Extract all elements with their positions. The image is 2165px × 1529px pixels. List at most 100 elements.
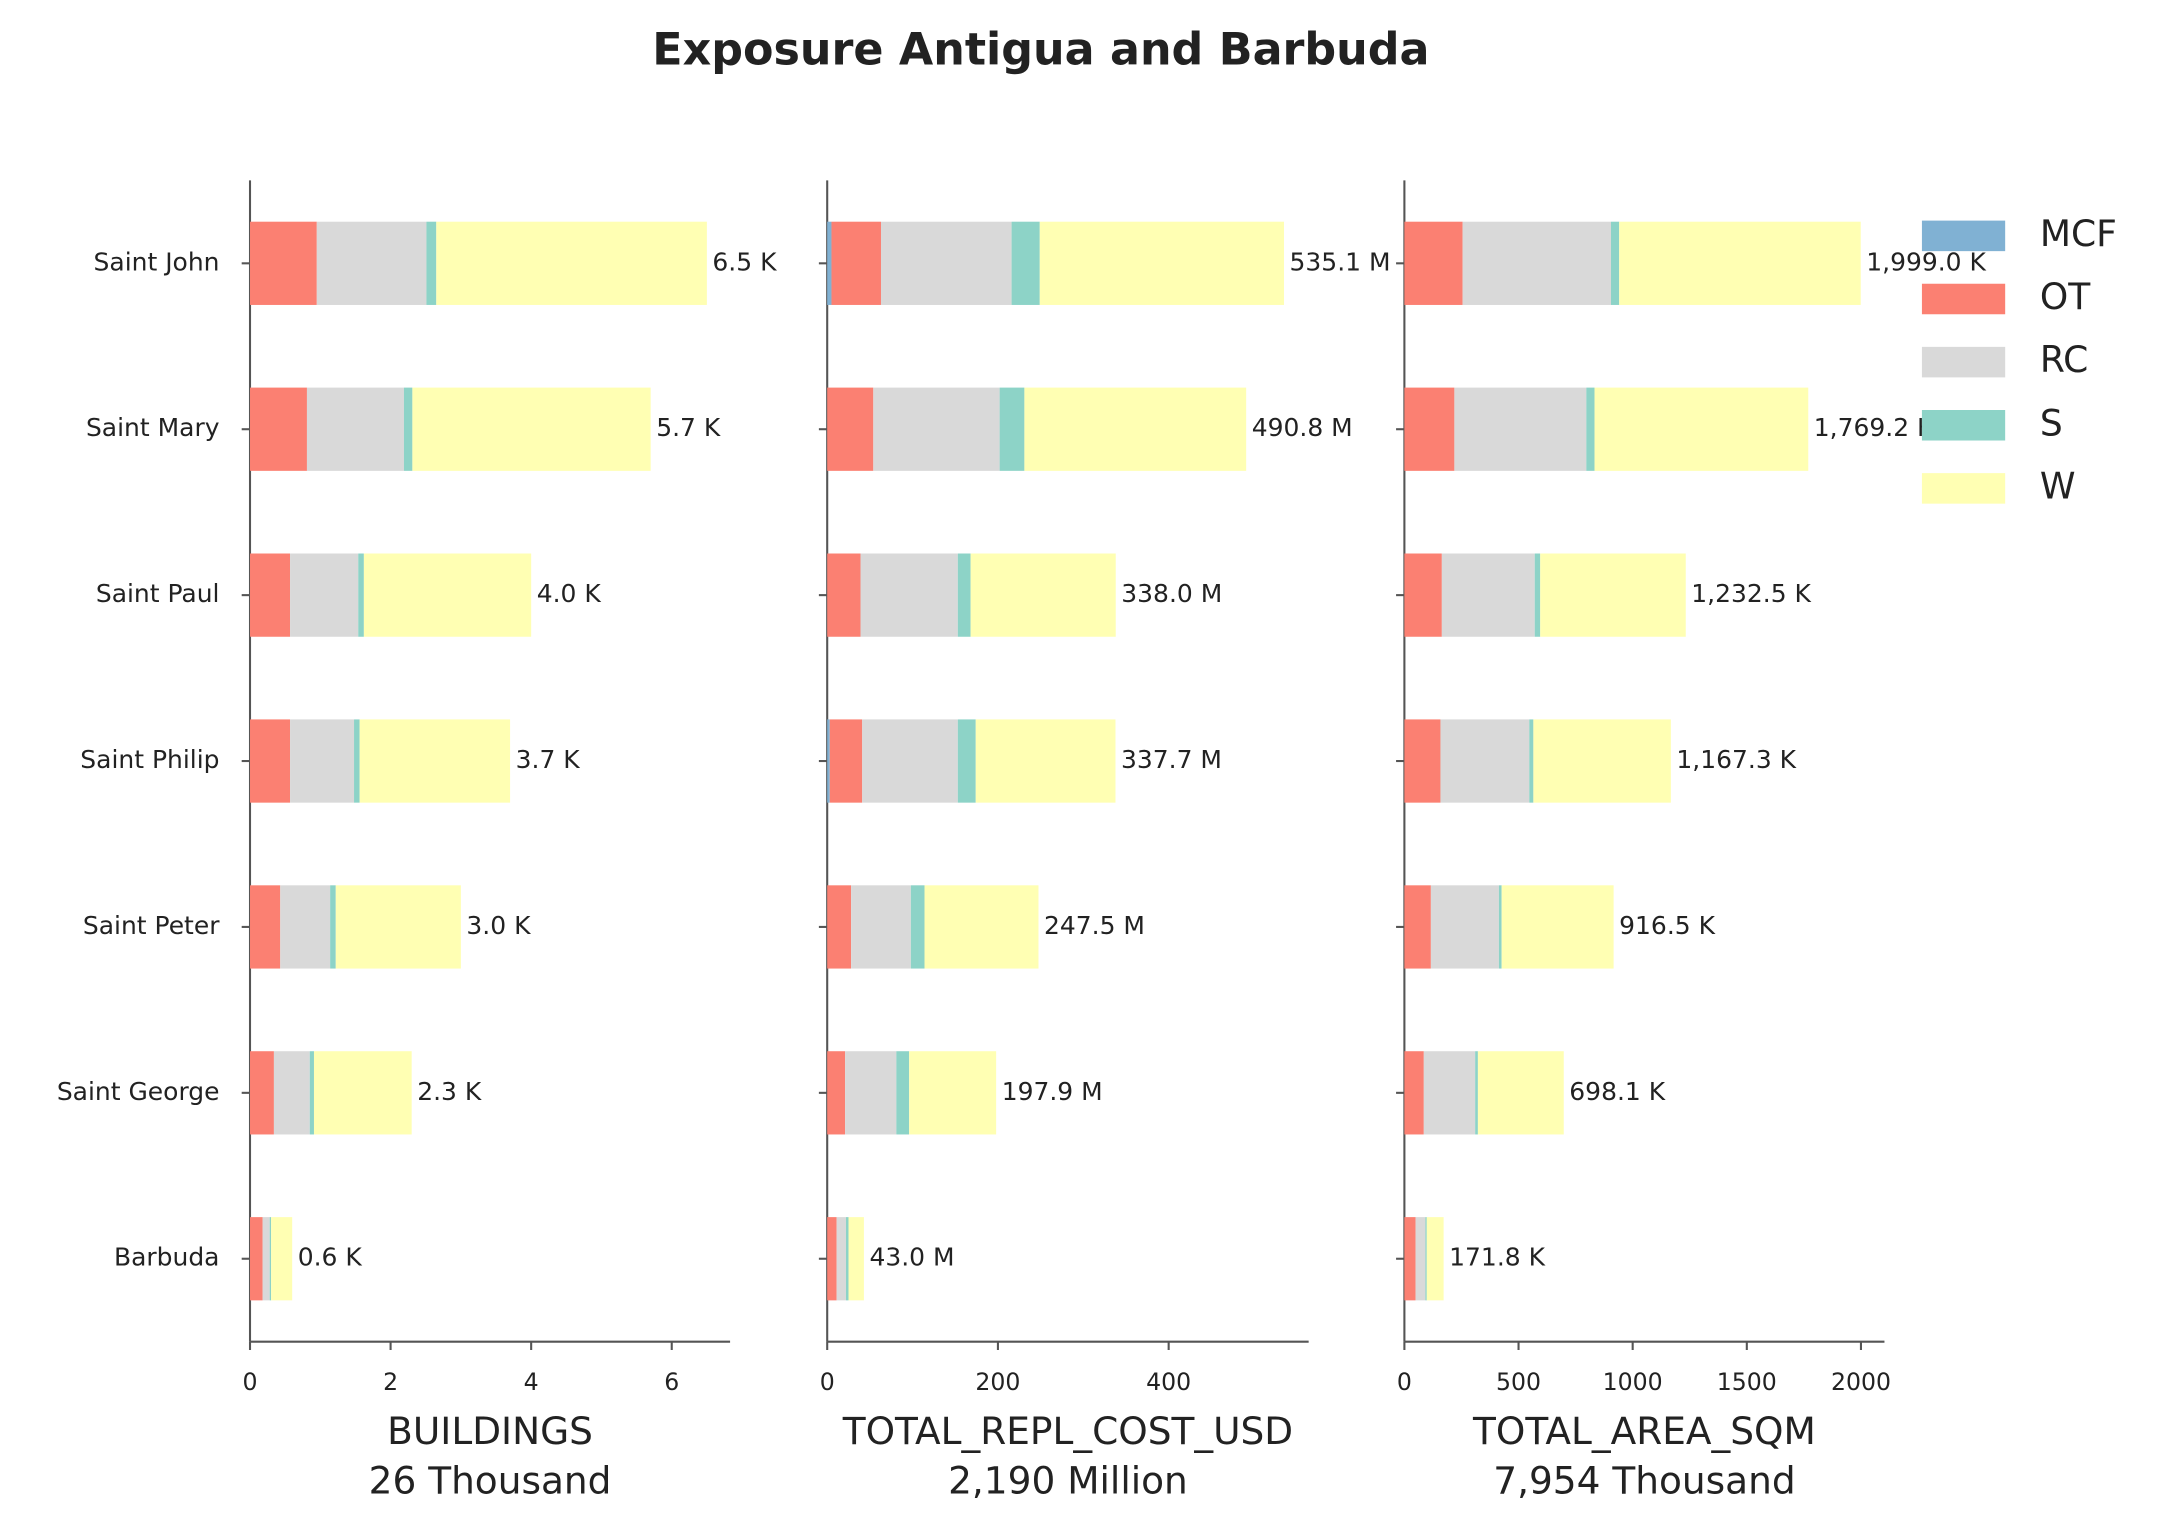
x-tick-label: 400	[1146, 1368, 1191, 1396]
x-axis-sublabel: 7,954 Thousand	[1493, 1459, 1795, 1503]
x-tick-label: 4	[524, 1368, 539, 1396]
bar-segment	[845, 1217, 849, 1301]
bar-segment	[845, 1051, 897, 1135]
bar-segment	[363, 553, 532, 637]
bar-segment	[250, 719, 291, 803]
value-label: 490.8 M	[1252, 413, 1353, 442]
bar-segment	[999, 387, 1025, 471]
bar-segment	[1586, 387, 1595, 471]
bar-segment	[909, 1051, 997, 1135]
value-label: 5.7 K	[656, 413, 721, 442]
bar-segment	[827, 885, 852, 969]
value-label: 535.1 M	[1290, 247, 1391, 276]
x-tick-label: 2	[383, 1368, 398, 1396]
bar-segment	[250, 387, 307, 471]
bar-segment	[1425, 1217, 1427, 1301]
bar-segment	[1415, 1217, 1426, 1301]
bar-segment	[1619, 221, 1861, 305]
bar-segment	[1430, 885, 1499, 969]
bar-segment	[1404, 1051, 1424, 1135]
y-tick-label: Saint Mary	[86, 413, 220, 442]
legend-label: MCF	[2040, 213, 2117, 255]
x-tick-label: 500	[1496, 1368, 1541, 1396]
bar-segment	[250, 553, 291, 637]
bar-segment	[280, 885, 331, 969]
x-axis-label: BUILDINGS	[387, 1409, 593, 1453]
legend-swatch	[1921, 473, 2006, 504]
value-label: 1,999.0 K	[1866, 247, 1986, 276]
value-label: 0.6 K	[298, 1243, 363, 1272]
value-label: 1,232.5 K	[1691, 579, 1811, 608]
bar-segment	[896, 1051, 910, 1135]
legend-swatch	[1921, 346, 2006, 378]
y-tick-label: Barbuda	[114, 1243, 220, 1272]
bar-segment	[354, 719, 360, 803]
bar-segment	[426, 221, 437, 305]
value-label: 3.7 K	[516, 745, 581, 774]
bar-segment	[957, 553, 971, 637]
bar-segment	[836, 1217, 846, 1301]
x-tick-label: 6	[664, 1368, 679, 1396]
bar-segment	[1498, 885, 1502, 969]
bar-segment	[250, 221, 317, 305]
bar-segment	[1441, 553, 1535, 637]
bar-segment	[880, 221, 1012, 305]
value-label: 171.8 K	[1449, 1243, 1545, 1272]
bar-segment	[262, 1217, 270, 1301]
x-tick-label: 0	[820, 1368, 835, 1396]
bar-segment	[831, 221, 881, 305]
bar-segment	[309, 1051, 314, 1135]
value-label: 338.0 M	[1121, 579, 1222, 608]
bar-segment	[1440, 719, 1530, 803]
value-label: 2.3 K	[417, 1077, 482, 1106]
bar-segment	[1594, 387, 1809, 471]
bar-segment	[250, 885, 281, 969]
value-label: 337.7 M	[1121, 745, 1222, 774]
bar-segment	[827, 221, 832, 305]
bar-segment	[403, 387, 413, 471]
bar-segment	[1462, 221, 1611, 305]
bar-segment	[829, 719, 863, 803]
x-axis-label: TOTAL_AREA_SQM	[1472, 1409, 1816, 1453]
y-tick-label: Saint Philip	[80, 745, 219, 774]
bar-segment	[860, 553, 958, 637]
x-tick-label: 1500	[1717, 1368, 1777, 1396]
bar-segment	[1534, 553, 1541, 637]
value-label: 1,167.3 K	[1676, 745, 1796, 774]
bar-segment	[359, 719, 511, 803]
bar-segment	[827, 387, 874, 471]
bar-segment	[862, 719, 958, 803]
bar-segment	[873, 387, 1000, 471]
bar-segment	[1024, 387, 1247, 471]
x-tick-label: 2000	[1831, 1368, 1891, 1396]
bar-segment	[827, 719, 830, 803]
bar-segment	[250, 1217, 263, 1301]
bar-segment	[970, 553, 1116, 637]
x-axis-sublabel: 2,190 Million	[948, 1459, 1188, 1503]
bar-segment	[827, 553, 861, 637]
bar-segment	[250, 1051, 274, 1135]
value-label: 1,769.2 K	[1814, 413, 1934, 442]
bar-segment	[975, 719, 1116, 803]
bar-segment	[957, 719, 976, 803]
bar-segment	[335, 885, 461, 969]
bar-segment	[1529, 719, 1534, 803]
bar-segment	[290, 719, 355, 803]
bar-segment	[1404, 719, 1441, 803]
bar-segment	[1501, 885, 1614, 969]
bar-segment	[306, 387, 404, 471]
bar-segment	[851, 885, 911, 969]
bar-segment	[271, 1217, 293, 1301]
value-label: 6.5 K	[712, 247, 777, 276]
bar-segment	[1011, 221, 1040, 305]
value-label: 43.0 M	[869, 1243, 954, 1272]
value-label: 916.5 K	[1619, 911, 1715, 940]
y-tick-label: Saint Peter	[83, 911, 220, 940]
x-tick-label: 0	[1397, 1368, 1412, 1396]
legend-swatch	[1921, 409, 2006, 441]
bar-segment	[827, 1217, 837, 1301]
bar-segment	[1404, 1217, 1416, 1301]
bar-segment	[1404, 885, 1431, 969]
bar-segment	[290, 553, 359, 637]
bar-segment	[316, 221, 427, 305]
